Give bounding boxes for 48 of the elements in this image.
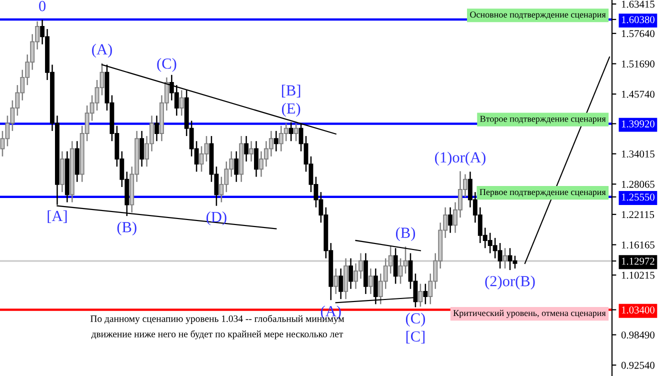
y-tick-label: 1.03400 <box>622 306 654 314</box>
annotation: (C) <box>406 312 425 327</box>
candlestick <box>348 258 354 290</box>
candlestick <box>254 140 258 178</box>
annotation: (C) <box>157 58 176 72</box>
candlestick <box>448 206 453 234</box>
ref-line-label: Первое подтверждение сценария <box>480 189 606 197</box>
y-tick-label: 1.60380 <box>622 16 654 24</box>
y-tick-label: 0.92540 <box>621 362 654 369</box>
candlestick <box>294 122 298 142</box>
annotation: [B] <box>282 84 300 98</box>
candlestick <box>234 150 239 183</box>
y-tick-label: 1.22115 <box>622 211 654 218</box>
candlestick <box>249 140 254 162</box>
candlestick <box>140 130 144 168</box>
annotation: (B) <box>117 222 136 236</box>
y-tick-label: 1.10215 <box>622 272 654 279</box>
ref-line-label: Основное подтверждение сценария <box>470 12 606 20</box>
candlestick <box>338 268 344 300</box>
ref-line-label: Второе подтверждение сценария <box>480 116 606 124</box>
y-tick-label: 1.51690 <box>622 60 654 68</box>
annotation: (2)or(B) <box>485 276 535 290</box>
annotation: [C] <box>406 330 425 344</box>
candlestick <box>423 283 428 305</box>
candlestick <box>334 268 338 295</box>
y-tick-label: 1.12972 <box>622 258 654 265</box>
y-tick-label: 1.39920 <box>622 120 654 128</box>
y-tick-label: 1.16165 <box>622 241 654 248</box>
y-tick-label: 1.45740 <box>622 90 654 98</box>
candlestick <box>418 283 423 308</box>
y-tick-label: 1.57640 <box>622 30 654 38</box>
y-tick-label: 1.34015 <box>622 150 654 158</box>
y-tick-label: 1.63415 <box>622 0 654 8</box>
candlestick <box>368 268 373 295</box>
annotation: (B) <box>396 227 416 242</box>
candlestick <box>179 90 184 116</box>
annotation: 0 <box>39 0 46 12</box>
y-tick-label: 1.25550 <box>622 194 654 201</box>
annotation: [A] <box>48 210 67 224</box>
candlestick <box>154 115 159 142</box>
y-tick-label: 0.98490 <box>621 331 654 339</box>
y-tick-label: 1.28065 <box>622 180 654 188</box>
annotation: (A) <box>92 44 112 58</box>
candlestick <box>244 135 249 162</box>
ref-line-label: Критический уровень, отмена сценария <box>453 310 606 318</box>
candlestick <box>274 130 278 152</box>
annotation: (E) <box>282 102 300 117</box>
annotation: (1)or(A) <box>435 152 486 166</box>
